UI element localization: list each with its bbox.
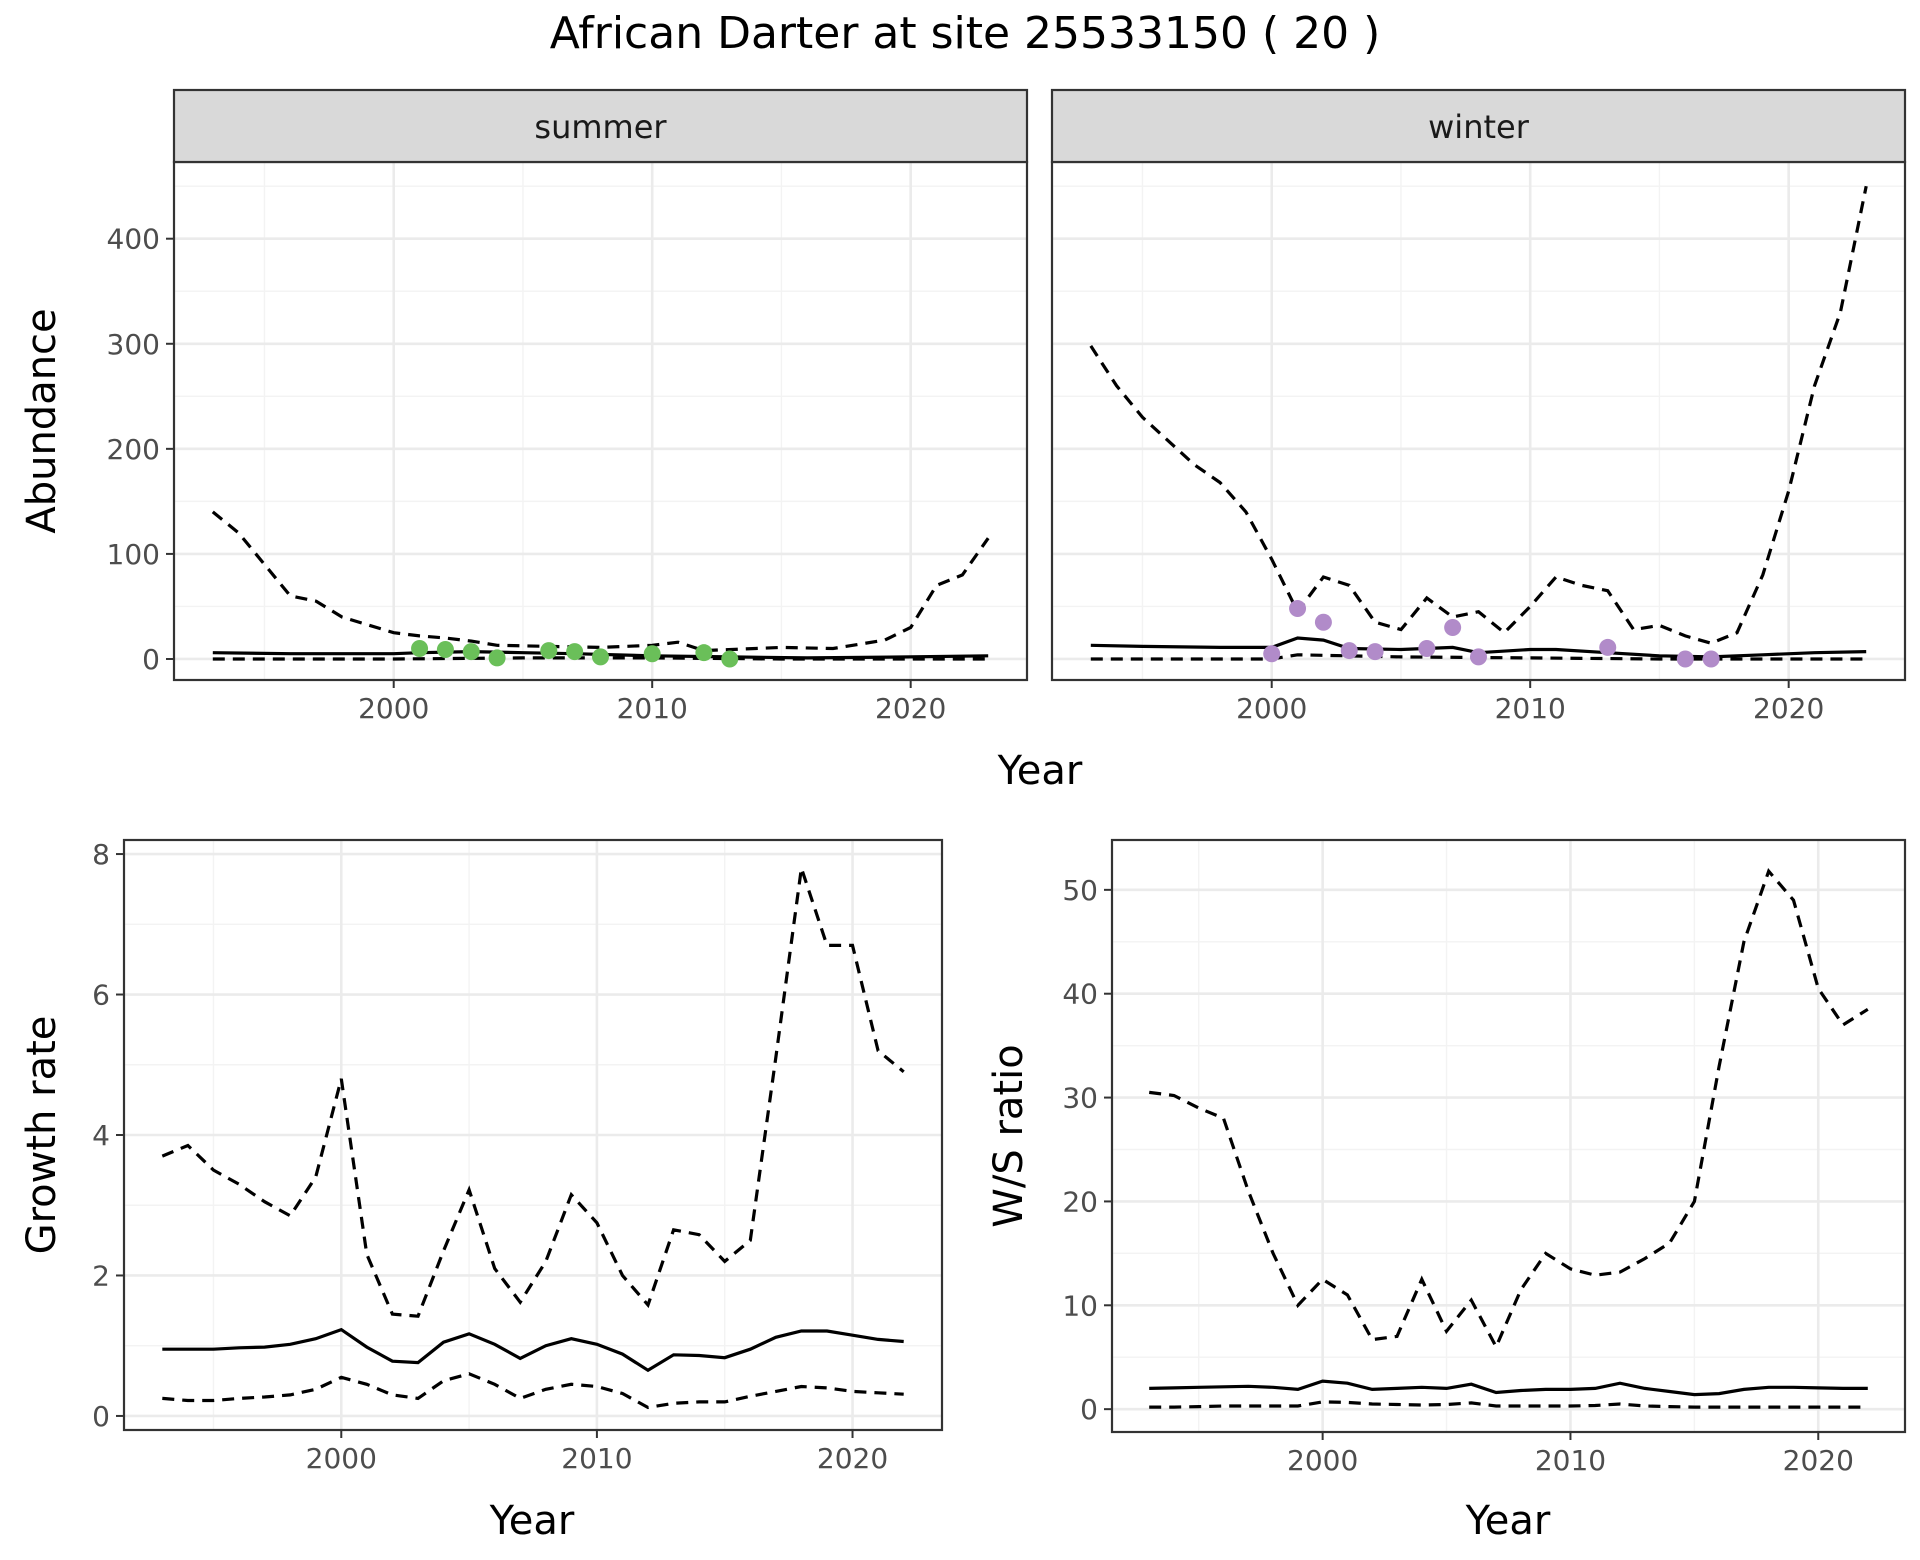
abundance-summer-data-point — [643, 645, 661, 663]
growth-rate-x-tick-label: 2020 — [817, 1442, 888, 1475]
abundance-summer-data-point — [566, 643, 584, 661]
growth-rate-x-tick-label: 2000 — [306, 1442, 377, 1475]
ws-ratio-y-tick-label: 10 — [1062, 1289, 1098, 1322]
abundance-summer-data-point — [592, 648, 609, 666]
abundance-winter-x-axis-title: Year — [997, 748, 1083, 794]
abundance-summer-strip — [172, 88, 1029, 164]
ws-ratio-x-tick-label: 2010 — [1535, 1444, 1606, 1477]
abundance-winter-strip-label: winter — [1428, 108, 1530, 146]
abundance-winter-data-point — [1676, 650, 1694, 668]
abundance-summer-y-tick-label: 400 — [107, 223, 160, 256]
growth-rate-upper-ci-line — [161, 867, 905, 1318]
ws-ratio-y-tick-label: 0 — [1080, 1393, 1098, 1426]
figure-title: African Darter at site 25533150 ( 20 ) — [550, 8, 1381, 59]
ws-ratio-panel-border — [1110, 838, 1907, 1434]
ws-ratio-mean-line — [1149, 1379, 1868, 1397]
abundance-winter-data-point — [1366, 643, 1384, 661]
abundance-summer-y-axis-title: Abundance — [19, 308, 65, 533]
ws-ratio-y-axis-title: W/S ratio — [986, 1044, 1032, 1227]
ws-ratio-x-tick-label: 2020 — [1783, 1444, 1854, 1477]
abundance-summer-data-point — [695, 644, 713, 662]
growth-rate-y-axis-title: Growth rate — [19, 1016, 65, 1255]
abundance-summer-data-point — [721, 650, 739, 668]
growth-rate-y-tick-label: 8 — [92, 838, 110, 871]
abundance-summer-data-point — [411, 639, 429, 657]
abundance-summer-x-tick-label: 2020 — [875, 692, 946, 725]
abundance-summer-data-point — [488, 649, 506, 667]
ws-ratio-x-axis-title: Year — [1465, 1498, 1551, 1544]
abundance-summer-y-tick-label: 100 — [107, 538, 160, 571]
abundance-winter-data-point — [1263, 645, 1281, 663]
ws-ratio-plot-background — [1112, 840, 1905, 1432]
ws-ratio-y-tick-label: 20 — [1062, 1185, 1098, 1218]
abundance-summer-data-point — [540, 642, 558, 660]
growth-rate-y-tick-label: 2 — [92, 1259, 110, 1292]
ws-ratio-x-tick-label: 2000 — [1287, 1444, 1358, 1477]
growth-rate-mean-line — [162, 1327, 904, 1373]
abundance-winter-plot-background — [1052, 162, 1905, 680]
abundance-winter-mean-line — [1090, 636, 1867, 659]
abundance-winter-data-point — [1314, 613, 1332, 631]
growth-rate-x-tick-label: 2010 — [561, 1442, 632, 1475]
abundance-summer-strip-label: summer — [534, 108, 667, 146]
abundance-winter-data-point — [1702, 650, 1720, 668]
abundance-winter-data-point — [1470, 648, 1487, 666]
abundance-winter-upper-ci-line — [1089, 185, 1868, 645]
abundance-winter-data-point — [1340, 642, 1358, 660]
abundance-summer-data-point — [436, 641, 454, 659]
abundance-winter-data-point — [1444, 618, 1462, 636]
abundance-winter-strip — [1050, 88, 1907, 164]
abundance-summer-upper-ci-line — [211, 510, 990, 653]
ws-ratio-y-tick-label: 40 — [1062, 978, 1098, 1011]
abundance-summer-panel: summer 2000 2010 2020 0 100 200 300 400 Abundance — [19, 88, 1029, 725]
abundance-winter-x-tick-label: 2020 — [1753, 692, 1824, 725]
abundance-summer-data-point — [462, 643, 480, 661]
ws-ratio-y-tick-label: 50 — [1062, 874, 1098, 907]
growth-rate-panel: 2000 2010 2020 0 2 4 6 8 Year Growth rate — [19, 838, 944, 1544]
abundance-summer-x-tick-label: 2010 — [617, 692, 688, 725]
abundance-summer-y-tick-label: 200 — [107, 433, 160, 466]
abundance-winter-x-tick-label: 2000 — [1236, 692, 1307, 725]
abundance-winter-data-point — [1289, 600, 1307, 618]
abundance-summer-x-tick-label: 2000 — [358, 692, 429, 725]
growth-rate-x-axis-title: Year — [489, 1498, 575, 1544]
growth-rate-lower-ci-line — [162, 1372, 904, 1410]
abundance-summer-y-tick-label: 300 — [107, 328, 160, 361]
abundance-winter-x-tick-label: 2010 — [1495, 692, 1566, 725]
abundance-summer-y-tick-label: 0 — [142, 643, 160, 676]
ws-ratio-upper-ci-line — [1149, 868, 1869, 1351]
ws-ratio-y-tick-label: 30 — [1062, 1082, 1098, 1115]
growth-rate-y-tick-label: 6 — [92, 979, 110, 1012]
abundance-winter-panel: winter 2000 2010 2020 Year — [997, 88, 1907, 794]
growth-rate-y-tick-label: 0 — [92, 1400, 110, 1433]
abundance-winter-data-point — [1418, 639, 1436, 657]
ws-ratio-panel: 2000 2010 2020 0 10 20 30 40 50 Year W/S ratio — [986, 838, 1907, 1544]
abundance-summer-plot-background — [174, 162, 1027, 680]
abundance-winter-data-point — [1599, 638, 1617, 656]
growth-rate-y-tick-label: 4 — [92, 1119, 110, 1152]
